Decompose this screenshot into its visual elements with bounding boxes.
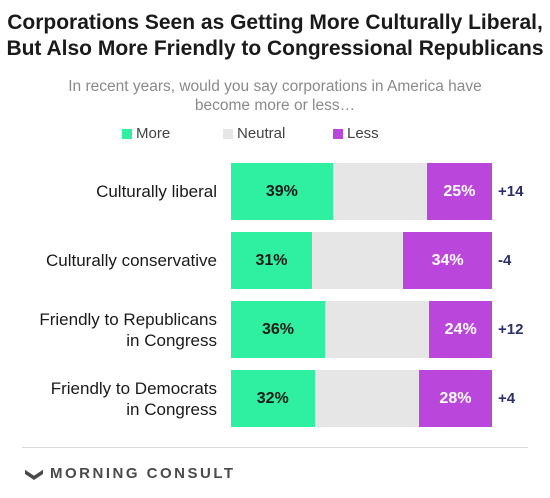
chart-subtitle: In recent years, would you say corporati… (68, 78, 482, 114)
data-label-more: 39% (265, 183, 298, 200)
bar-segment-more (231, 232, 312, 289)
bar-segment-less (403, 232, 492, 289)
footer-divider (22, 447, 528, 448)
category-label: Culturally conservative (0, 232, 217, 289)
chart-title: Corporations Seen as Getting More Cultur… (0, 10, 550, 62)
data-label-more: 36% (261, 321, 294, 338)
bar-row: Culturally conservative 31% 34% -4 (0, 232, 550, 289)
legend-label-less: Less (347, 125, 379, 142)
bar-segment-neutral (314, 370, 419, 427)
bar-row: Friendly to Democrats in Congress 32% 28% +4 (0, 370, 550, 427)
bar-segment-less (426, 163, 492, 220)
category-label-line: in Congress (126, 330, 217, 350)
bar-segment-more (231, 163, 333, 220)
net-value-label: +12 (498, 321, 524, 338)
legend-swatch-neutral (223, 129, 233, 139)
data-label-more: 32% (256, 390, 289, 407)
legend-label-neutral: Neutral (237, 125, 286, 142)
net-value-label: +4 (498, 390, 516, 407)
net-value-label: -4 (498, 252, 512, 269)
legend-label-more: More (136, 125, 171, 142)
bar-segment-less (418, 370, 492, 427)
bar-segment-more (231, 301, 325, 358)
bar-segment-neutral (311, 232, 404, 289)
category-label-line: Culturally liberal (96, 182, 217, 201)
chart-title-line-2: But Also More Friendly to Congressional … (6, 37, 544, 60)
bar-segment-neutral (324, 301, 430, 358)
category-label-line: Friendly to Democrats (50, 378, 217, 398)
morning-consult-logo-icon (24, 468, 44, 480)
data-label-less: 28% (439, 390, 472, 407)
bar-segment-less (429, 301, 492, 358)
category-label: Culturally liberal (0, 163, 217, 220)
data-label-less: 34% (431, 252, 464, 269)
data-label-more: 31% (255, 252, 288, 269)
brand-name: MORNING CONSULT (50, 465, 236, 482)
data-label-less: 24% (444, 321, 477, 338)
bar-row: Culturally liberal 39% 25% +14 (0, 163, 550, 220)
legend-swatch-more (122, 129, 132, 139)
bar-segment-more (231, 370, 315, 427)
bar-row: Friendly to Republicans in Congress 36% 24%… (0, 301, 550, 358)
category-label-line: Culturally conservative (45, 251, 217, 270)
chart-title-line-1: Corporations Seen as Getting More Cultur… (7, 11, 543, 34)
chart-legend: More Neutral Less (0, 126, 550, 142)
net-value-label: +14 (498, 183, 524, 200)
category-label: Friendly to Democrats in Congress (0, 370, 217, 427)
category-label-line: Friendly to Republicans (39, 309, 217, 329)
category-label: Friendly to Republicans in Congress (0, 301, 217, 358)
category-label-line: in Congress (126, 399, 217, 419)
data-label-less: 25% (443, 183, 476, 200)
legend-swatch-less (333, 129, 343, 139)
bar-segment-neutral (332, 163, 427, 220)
